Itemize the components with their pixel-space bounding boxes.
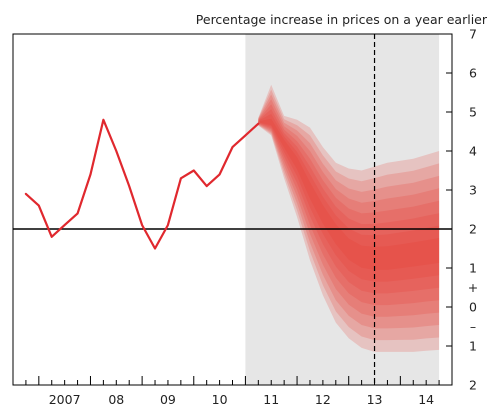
y-tick-label: 5 (469, 105, 477, 120)
x-axis: 2007 08 09 10 11 12 13 14 (25, 376, 440, 407)
y-tick-label: 6 (469, 66, 477, 81)
fan-band-2 (258, 89, 440, 341)
fan-band-3 (258, 94, 440, 329)
y-tick-label: 7 (469, 27, 477, 42)
y-axis: 7 6 5 4 3 2 1 +0 – 1 2 (446, 27, 478, 393)
y-tick-label: 1 (469, 261, 477, 276)
x-tick-label: 12 (315, 392, 331, 407)
fan-band-7 (258, 113, 440, 282)
fan-band-6 (258, 109, 440, 294)
fan-band-5 (258, 104, 440, 306)
chart-title: Percentage increase in prices on a year … (196, 12, 488, 27)
x-tick-label: 08 (108, 392, 124, 407)
inflation-line (24, 118, 260, 250)
x-tick-label: 09 (160, 392, 176, 407)
x-tick-label: 10 (212, 392, 228, 407)
y-tick-label: 2 (469, 378, 477, 393)
y-tick-label: – (470, 319, 476, 334)
forecast-region (245, 34, 440, 385)
y-tick-label: 1 (469, 339, 477, 354)
y-tick-label: 3 (469, 183, 477, 198)
x-tick-label: 13 (367, 392, 383, 407)
fan-band-1 (258, 84, 440, 352)
x-tick-label: 11 (263, 392, 279, 407)
fan-band-4 (258, 99, 440, 317)
y-tick-label: 4 (469, 144, 477, 159)
x-tick-label: 2007 (49, 392, 81, 407)
fan-bands (258, 84, 440, 352)
y-tick-label: 0 (469, 300, 477, 315)
y-tick-label: 2 (469, 222, 477, 237)
y-tick-label: + (468, 280, 478, 295)
x-tick-label: 14 (418, 392, 434, 407)
fan-band-8 (258, 118, 440, 270)
